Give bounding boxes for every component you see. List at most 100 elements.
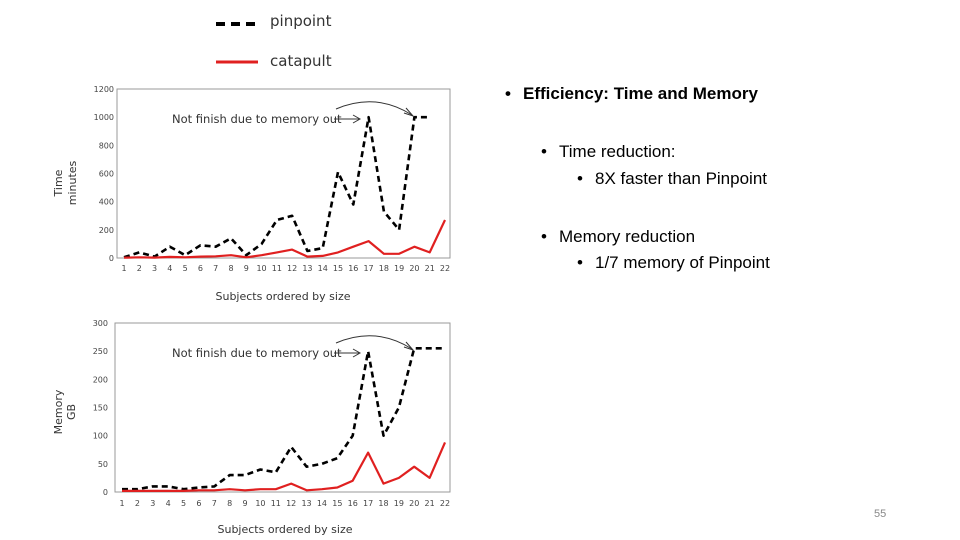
y-axis-subtitle: GB (65, 404, 78, 420)
legend-label-catapult: catapult (270, 52, 332, 70)
series-line-pinpoint (123, 115, 430, 259)
annotation-arrows (334, 101, 415, 124)
series-line-pinpoint (122, 346, 445, 491)
chart-legend: pinpoint catapult (210, 4, 370, 74)
x-tick-label: 9 (244, 264, 249, 273)
x-ticks: 1 2 3 4 5 6 7 8 9 10 11 12 13 14 15 16 17 18 19 20 21 22 (121, 264, 450, 273)
x-tick-label: 16 (348, 499, 358, 508)
x-tick-label: 8 (228, 264, 233, 273)
series-group (123, 115, 446, 259)
x-tick-label: 19 (394, 264, 404, 273)
x-tick-label: 12 (286, 499, 296, 508)
annotation-text: Not finish due to memory out (172, 112, 342, 126)
time-reduction-text: Time reduction: (559, 142, 676, 161)
bullet-dot-icon: • (505, 84, 511, 103)
y-tick-label: 1200 (94, 85, 114, 94)
x-tick-label: 22 (440, 264, 450, 273)
y-tick-label: 50 (98, 460, 108, 469)
y-tick-label: 150 (93, 404, 108, 413)
x-tick-label: 1 (119, 499, 124, 508)
memory-detail-text: 1/7 memory of Pinpoint (595, 253, 770, 272)
x-tick-label: 20 (409, 264, 419, 273)
x-tick-label: 22 (440, 499, 450, 508)
x-tick-label: 8 (227, 499, 232, 508)
y-tick-label: 800 (99, 141, 114, 150)
x-tick-label: 17 (363, 499, 373, 508)
legend-item-catapult: catapult (210, 50, 370, 74)
x-tick-label: 11 (272, 264, 282, 273)
x-tick-label: 5 (181, 499, 186, 508)
y-tick-label: 250 (93, 347, 108, 356)
plot-frame (114, 322, 451, 493)
page-number: 55 (874, 508, 887, 520)
series-group (122, 346, 447, 492)
y-tick-label: 300 (93, 319, 108, 328)
bullet-heading: • Efficiency: Time and Memory (505, 84, 758, 104)
x-tick-label: 18 (379, 264, 389, 273)
x-tick-label: 11 (271, 499, 281, 508)
bullet-dot-icon: • (541, 227, 547, 246)
x-tick-label: 15 (333, 264, 343, 273)
dashed-line-swatch-icon (216, 22, 258, 26)
bullet-time-detail: • 8X faster than Pinpoint (577, 169, 767, 189)
heading-text: Efficiency: Time and Memory (523, 84, 758, 103)
bullet-memory-reduction: • Memory reduction (541, 227, 695, 247)
x-axis-title: Subjects ordered by size (215, 290, 350, 303)
bullet-dot-icon: • (577, 169, 583, 188)
x-tick-label: 16 (348, 264, 358, 273)
legend-label-pinpoint: pinpoint (270, 12, 332, 30)
y-axis-title: Time (52, 169, 65, 197)
y-tick-label: 600 (99, 170, 114, 179)
annotation-arrows (334, 335, 415, 358)
x-axis-title: Subjects ordered by size (217, 523, 352, 536)
x-tick-label: 4 (166, 499, 171, 508)
y-tick-label: 0 (109, 254, 114, 263)
x-tick-label: 13 (302, 264, 312, 273)
bullet-dot-icon: • (577, 253, 583, 272)
x-tick-label: 14 (318, 264, 328, 273)
x-tick-label: 20 (409, 499, 419, 508)
bullet-time-reduction: • Time reduction: (541, 142, 676, 162)
x-tick-label: 10 (256, 264, 266, 273)
y-axis-subtitle: minutes (66, 160, 79, 205)
y-tick-label: 200 (93, 375, 108, 384)
bullet-memory-detail: • 1/7 memory of Pinpoint (577, 253, 770, 273)
x-tick-label: 12 (287, 264, 297, 273)
x-tick-label: 3 (152, 264, 157, 273)
time-detail-text: 8X faster than Pinpoint (595, 169, 768, 188)
y-tick-label: 1000 (94, 113, 114, 122)
x-tick-label: 21 (425, 499, 435, 508)
y-tick-label: 100 (93, 432, 108, 441)
x-tick-label: 14 (317, 499, 327, 508)
y-ticks: 0 50 100 150 200 250 300 (93, 319, 108, 497)
x-tick-label: 5 (183, 264, 188, 273)
bullet-dot-icon: • (541, 142, 547, 161)
x-tick-label: 19 (394, 499, 404, 508)
x-tick-label: 2 (135, 499, 140, 508)
x-tick-label: 4 (167, 264, 172, 273)
x-tick-label: 3 (150, 499, 155, 508)
memory-reduction-text: Memory reduction (559, 227, 696, 246)
x-tick-label: 9 (243, 499, 248, 508)
x-tick-label: 7 (213, 264, 218, 273)
x-tick-label: 21 (425, 264, 435, 273)
y-ticks: 0 200 400 600 800 1000 1200 (94, 85, 114, 263)
x-tick-label: 6 (196, 499, 201, 508)
x-tick-label: 13 (301, 499, 311, 508)
x-tick-label: 6 (198, 264, 203, 273)
x-ticks: 1 2 3 4 5 6 7 8 9 10 11 12 13 14 15 16 17 18 19 20 21 22 (119, 499, 450, 508)
x-tick-label: 15 (332, 499, 342, 508)
series-line-catapult (123, 219, 446, 259)
x-tick-label: 18 (378, 499, 388, 508)
x-tick-label: 7 (212, 499, 217, 508)
y-tick-label: 0 (103, 488, 108, 497)
y-tick-label: 200 (99, 226, 114, 235)
x-tick-label: 17 (363, 264, 373, 273)
x-tick-label: 2 (137, 264, 142, 273)
series-line-catapult (122, 441, 447, 492)
plot-frame (116, 88, 451, 259)
y-axis-title: Memory (52, 389, 65, 434)
annotation-text: Not finish due to memory out (172, 346, 342, 360)
